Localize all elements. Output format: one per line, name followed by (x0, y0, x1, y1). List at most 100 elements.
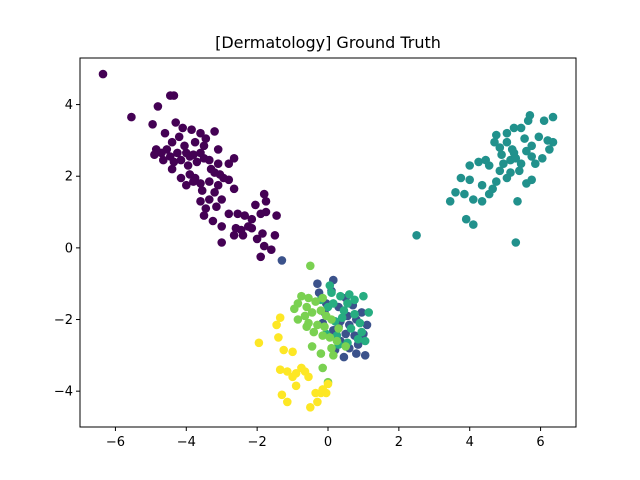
data-point (217, 238, 226, 247)
x-tick-label: −6 (106, 435, 125, 450)
data-point (511, 154, 521, 163)
y-axis: −4 −2 0 2 4 (54, 98, 80, 400)
data-point (224, 209, 234, 219)
data-point (205, 195, 214, 204)
data-point (210, 188, 219, 197)
data-point (341, 329, 351, 339)
data-point (300, 311, 310, 321)
data-point (516, 123, 526, 133)
data-point (187, 125, 196, 134)
x-tick-label: 4 (466, 435, 474, 450)
data-point (261, 197, 271, 206)
data-point (256, 252, 266, 262)
data-point (527, 175, 536, 185)
data-point (316, 306, 326, 315)
data-point (497, 150, 506, 159)
data-point (313, 397, 322, 407)
data-point (329, 351, 338, 360)
data-point (509, 123, 519, 133)
data-point (288, 347, 297, 357)
data-point (208, 216, 218, 226)
data-point (189, 177, 198, 186)
data-point (244, 222, 253, 231)
y-tick-label: −2 (54, 313, 73, 328)
data-point (318, 293, 328, 303)
data-point (306, 261, 315, 271)
data-point (274, 333, 283, 342)
data-point (490, 137, 499, 147)
data-point (272, 211, 281, 220)
data-point (318, 331, 328, 340)
data-point (511, 238, 521, 247)
data-point (302, 302, 312, 312)
data-point (527, 152, 536, 161)
plot-frame (79, 57, 577, 428)
data-point (474, 157, 483, 167)
data-point (339, 306, 349, 315)
data-point (259, 189, 269, 199)
data-point (297, 291, 306, 301)
data-point (150, 150, 159, 159)
data-point (477, 180, 487, 190)
data-point (252, 234, 262, 244)
data-point (167, 137, 177, 147)
data-point (451, 188, 460, 197)
data-point (520, 134, 529, 143)
data-point (159, 155, 168, 165)
data-point (495, 143, 505, 152)
data-point (258, 229, 267, 238)
data-point (359, 291, 368, 301)
data-point (171, 118, 180, 127)
data-point (469, 220, 478, 229)
data-point (360, 336, 370, 346)
data-point (176, 173, 186, 183)
data-point (337, 313, 347, 323)
data-point (346, 324, 356, 333)
data-point (304, 293, 313, 303)
data-point (205, 155, 214, 165)
data-point (350, 309, 359, 319)
data-point (183, 161, 193, 170)
data-point (182, 148, 191, 158)
y-tick-label: 2 (65, 170, 73, 185)
data-point (275, 313, 285, 323)
data-point (190, 137, 200, 147)
data-point (357, 327, 367, 337)
data-point (353, 334, 363, 344)
data-point (98, 69, 108, 79)
data-point (516, 159, 526, 168)
data-point (277, 256, 287, 265)
data-point (291, 381, 301, 391)
data-point (229, 231, 239, 240)
data-point (502, 128, 512, 138)
data-point (213, 145, 223, 154)
data-point (169, 91, 179, 100)
data-point (213, 180, 223, 190)
data-point (229, 154, 239, 163)
data-point (548, 112, 558, 122)
data-point (302, 322, 312, 332)
points-layer (98, 69, 558, 412)
data-point (180, 141, 189, 151)
data-point (318, 385, 328, 394)
data-point (290, 304, 299, 314)
data-point (196, 197, 205, 206)
data-point (199, 141, 209, 151)
data-point (283, 367, 292, 376)
data-point (320, 322, 329, 332)
data-point (219, 173, 228, 183)
data-point (169, 157, 179, 167)
data-point (182, 180, 191, 190)
data-point (513, 197, 522, 206)
data-point (210, 168, 219, 177)
data-point (201, 134, 211, 143)
data-point (502, 173, 512, 183)
data-point (327, 288, 336, 298)
data-point (313, 320, 322, 330)
chart-title: [Dermatology] Ground Truth (215, 33, 441, 52)
data-point (469, 195, 478, 204)
y-tick-label: 4 (65, 98, 73, 113)
data-point (240, 211, 249, 220)
data-point (217, 222, 226, 231)
data-point (352, 349, 361, 358)
